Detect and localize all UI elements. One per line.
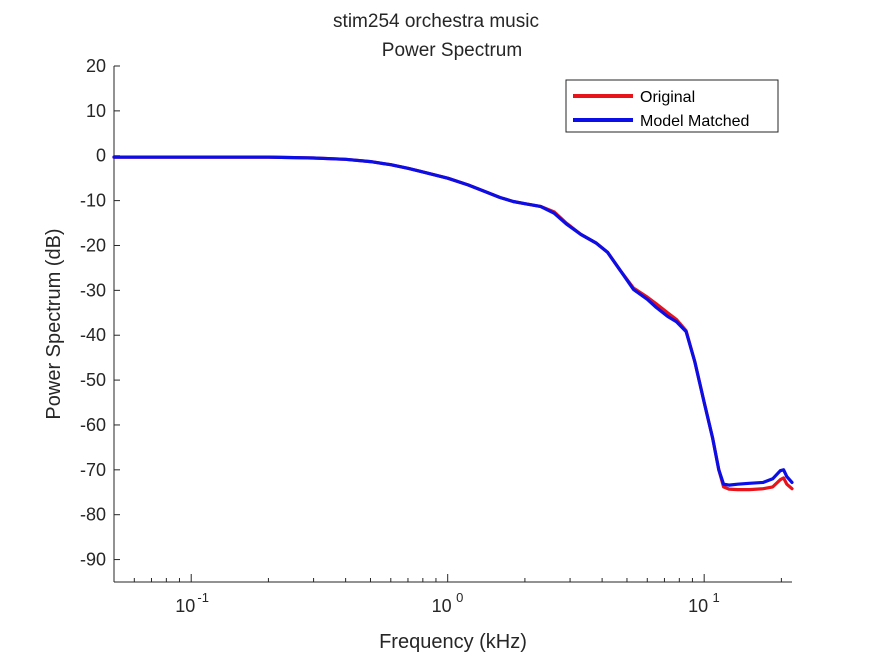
x-axis-label: Frequency (kHz) [379,631,527,653]
y-axis-label: Power Spectrum (dB) [43,228,65,419]
x-tick-label: 10 [175,596,195,616]
legend-box [565,79,779,133]
legend: Original Model Matched [565,79,779,133]
y-tick-label: 20 [86,56,106,76]
y-tick-label: -50 [80,370,106,390]
y-tick-label: -90 [80,550,106,570]
y-tick-label: -60 [80,415,106,435]
x-tick-label: 10 [432,596,452,616]
y-tick-label: -30 [80,280,106,300]
chart-title: stim254 orchestra music [333,11,539,32]
y-tick-label: -40 [80,325,106,345]
y-tick-label: -70 [80,460,106,480]
x-tick-label: 10 [688,596,708,616]
axes [113,66,792,583]
x-tick-exponent: -1 [197,590,209,605]
x-minor-ticks [113,578,782,582]
series-line-original [112,155,794,492]
x-ticks: 10 -1 10 0 10 1 [175,574,720,616]
series-lines [112,155,794,492]
y-tick-label: -80 [80,505,106,525]
y-tick-label: -20 [80,235,106,255]
chart-subtitle: Power Spectrum [382,40,522,61]
legend-label-original: Original [640,89,695,106]
y-tick-label: 10 [86,101,106,121]
y-ticks: 20 10 0 -10 -20 -30 -40 -50 -60 -70 -80 -90 [80,56,120,570]
x-tick-exponent: 0 [456,590,463,605]
legend-label-model-matched: Model Matched [640,113,749,130]
y-tick-label: -10 [80,191,106,211]
x-tick-exponent: 1 [713,590,720,605]
y-tick-label: 0 [96,146,106,166]
series-line-model-matched [112,155,794,487]
